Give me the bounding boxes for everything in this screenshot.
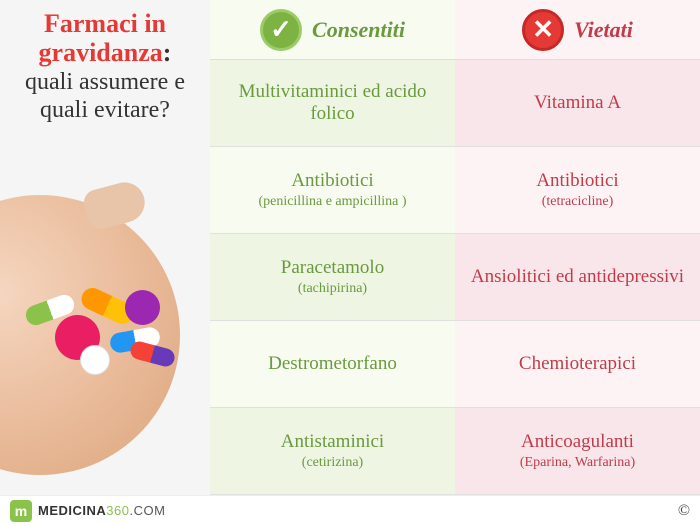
cell-sub-text: (Eparina, Warfarina) — [520, 455, 635, 471]
forbidden-header: ✕ Vietati — [455, 0, 700, 60]
table-cell: Multivitaminici ed acido folico — [210, 60, 455, 147]
table-cell: Vitamina A — [455, 60, 700, 147]
table-cell: Destrometorfano — [210, 321, 455, 408]
hand-shape — [81, 178, 149, 232]
table-cell: Paracetamolo (tachipirina) — [210, 234, 455, 321]
cell-main-text: Ansiolitici ed antidepressivi — [471, 266, 684, 288]
pill-icon — [125, 290, 160, 325]
brand-suffix: .COM — [129, 503, 165, 518]
table-cell: Anticoagulanti (Eparina, Warfarina) — [455, 408, 700, 495]
copyright-symbol: © — [678, 502, 690, 520]
cell-main-text: Multivitaminici ed acido folico — [220, 81, 445, 125]
cell-sub-text: (tetracicline) — [542, 194, 614, 210]
table-cell: Antibiotici (penicillina e ampicillina ) — [210, 147, 455, 234]
cell-main-text: Chemioterapici — [519, 353, 636, 375]
table-cell: Antistaminici (cetirizina) — [210, 408, 455, 495]
brand-bold: MEDICINA — [38, 503, 106, 518]
cell-main-text: Vitamina A — [534, 92, 621, 114]
pregnancy-illustration — [0, 155, 210, 455]
brand-text: MEDICINA360.COM — [38, 503, 165, 518]
allowed-header: ✓ Consentiti — [210, 0, 455, 60]
cell-sub-text: (cetirizina) — [302, 455, 363, 471]
cell-main-text: Antibiotici — [291, 170, 373, 192]
forbidden-header-text: Vietati — [574, 17, 633, 43]
check-icon: ✓ — [260, 9, 302, 51]
infographic-container: Farmaci in gravidanza: quali assumere e … — [0, 0, 700, 495]
title-sub: quali assumere e quali evitare? — [8, 69, 202, 124]
cell-main-text: Paracetamolo — [281, 257, 384, 279]
title-red-part: Farmaci in gravidanza — [39, 9, 166, 67]
allowed-header-text: Consentiti — [312, 17, 405, 43]
brand-logo-icon: m — [10, 500, 32, 522]
cell-sub-text: (tachipirina) — [298, 281, 367, 297]
cell-sub-text: (penicillina e ampicillina ) — [258, 194, 406, 210]
cell-main-text: Anticoagulanti — [521, 431, 634, 453]
table-cell: Ansiolitici ed antidepressivi — [455, 234, 700, 321]
cell-main-text: Antibiotici — [536, 170, 618, 192]
brand-number: 360 — [106, 503, 129, 518]
forbidden-column: ✕ Vietati Vitamina A Antibiotici (tetracic… — [455, 0, 700, 495]
cell-main-text: Antistaminici — [281, 431, 384, 453]
cell-main-text: Destrometorfano — [268, 353, 397, 375]
pills-cluster — [25, 290, 185, 380]
footer: m MEDICINA360.COM © — [0, 495, 700, 525]
allowed-column: ✓ Consentiti Multivitaminici ed acido fo… — [210, 0, 455, 495]
table-cell: Antibiotici (tetracicline) — [455, 147, 700, 234]
cross-icon: ✕ — [522, 9, 564, 51]
pill-icon — [128, 339, 176, 368]
pill-icon — [80, 345, 110, 375]
left-panel: Farmaci in gravidanza: quali assumere e … — [0, 0, 210, 495]
comparison-table: ✓ Consentiti Multivitaminici ed acido fo… — [210, 0, 700, 495]
table-cell: Chemioterapici — [455, 321, 700, 408]
title-main: Farmaci in gravidanza: — [8, 10, 202, 67]
